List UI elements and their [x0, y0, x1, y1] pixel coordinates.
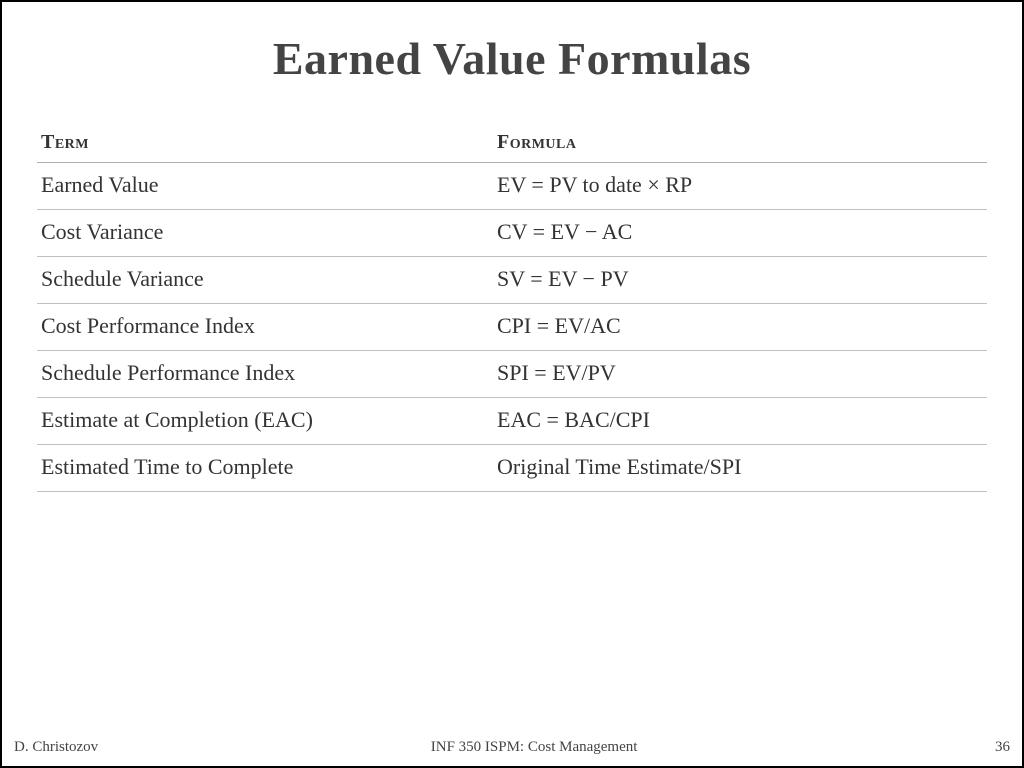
table-row: Cost Performance Index CPI = EV/AC	[37, 304, 987, 351]
slide-frame: Earned Value Formulas Term Formula Earne…	[0, 0, 1024, 768]
table-row: Estimated Time to Complete Original Time…	[37, 445, 987, 492]
cell-term: Schedule Performance Index	[37, 351, 493, 398]
header-term: Term	[37, 125, 493, 163]
cell-term: Cost Variance	[37, 210, 493, 257]
cell-formula: CPI = EV/AC	[493, 304, 987, 351]
table-row: Earned Value EV = PV to date × RP	[37, 163, 987, 210]
cell-term: Cost Performance Index	[37, 304, 493, 351]
footer-course: INF 350 ISPM: Cost Management	[98, 739, 970, 756]
table-row: Estimate at Completion (EAC) EAC = BAC/C…	[37, 398, 987, 445]
formulas-table: Term Formula Earned Value EV = PV to dat…	[37, 125, 987, 492]
cell-term: Earned Value	[37, 163, 493, 210]
cell-term: Estimate at Completion (EAC)	[37, 398, 493, 445]
cell-term: Estimated Time to Complete	[37, 445, 493, 492]
cell-term: Schedule Variance	[37, 257, 493, 304]
cell-formula: EAC = BAC/CPI	[493, 398, 987, 445]
table-row: Cost Variance CV = EV − AC	[37, 210, 987, 257]
cell-formula: Original Time Estimate/SPI	[493, 445, 987, 492]
cell-formula: SV = EV − PV	[493, 257, 987, 304]
cell-formula: EV = PV to date × RP	[493, 163, 987, 210]
table-row: Schedule Variance SV = EV − PV	[37, 257, 987, 304]
cell-formula: CV = EV − AC	[493, 210, 987, 257]
footer-author: D. Christozov	[14, 739, 98, 756]
slide-title: Earned Value Formulas	[37, 32, 987, 85]
slide-footer: D. Christozov INF 350 ISPM: Cost Managem…	[14, 739, 1010, 756]
header-formula: Formula	[493, 125, 987, 163]
table-row: Schedule Performance Index SPI = EV/PV	[37, 351, 987, 398]
table-header-row: Term Formula	[37, 125, 987, 163]
footer-page-number: 36	[970, 739, 1010, 756]
cell-formula: SPI = EV/PV	[493, 351, 987, 398]
